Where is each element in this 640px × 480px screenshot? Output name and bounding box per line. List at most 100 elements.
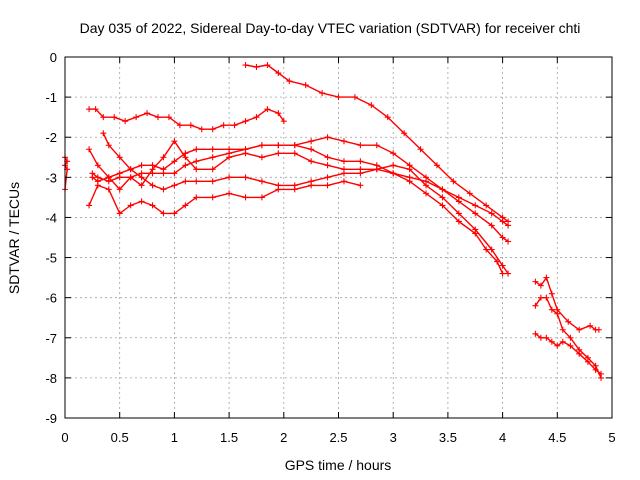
data-point-marker bbox=[455, 198, 462, 205]
data-point-marker bbox=[226, 190, 233, 197]
data-point-marker bbox=[127, 166, 134, 173]
data-point-marker bbox=[242, 118, 249, 125]
data-point-marker bbox=[187, 122, 194, 129]
series-track-h bbox=[62, 154, 71, 193]
data-point-marker bbox=[340, 178, 347, 185]
data-point-marker bbox=[565, 318, 572, 325]
data-point-marker bbox=[439, 194, 446, 201]
y-tick-label: -3 bbox=[45, 170, 57, 185]
y-tick-label: -7 bbox=[45, 331, 57, 346]
data-point-marker bbox=[111, 114, 118, 121]
data-point-marker bbox=[567, 342, 574, 349]
data-point-marker bbox=[390, 162, 397, 169]
data-point-marker bbox=[466, 190, 473, 197]
data-point-marker bbox=[324, 154, 331, 161]
data-point-marker bbox=[576, 326, 583, 333]
data-point-marker bbox=[532, 330, 539, 337]
data-point-marker bbox=[242, 150, 249, 157]
data-point-marker bbox=[171, 210, 178, 217]
data-point-marker bbox=[138, 182, 145, 189]
y-tick-label: -4 bbox=[45, 210, 57, 225]
data-point-marker bbox=[584, 358, 591, 365]
data-point-marker bbox=[86, 146, 93, 153]
data-point-marker bbox=[455, 210, 462, 217]
data-point-marker bbox=[324, 174, 331, 181]
data-point-marker bbox=[324, 162, 331, 169]
data-point-marker bbox=[176, 122, 183, 129]
data-point-marker bbox=[138, 174, 145, 181]
data-point-marker bbox=[308, 158, 315, 165]
axis-ticks: 0 0.5 1 1.5 2 2.5 3 3.5 4 4.5 5 0 -1 -2 -3 -4 -5 -6 -7 -8 -9 bbox=[45, 50, 615, 445]
data-point-marker bbox=[406, 178, 413, 185]
data-point-marker bbox=[116, 154, 123, 161]
data-point-marker bbox=[165, 114, 172, 121]
x-tick-label: 1 bbox=[171, 430, 178, 445]
data-point-marker bbox=[122, 118, 129, 125]
series-track-e bbox=[86, 138, 512, 277]
data-point-marker bbox=[483, 202, 490, 209]
series-line bbox=[102, 132, 504, 275]
chart-title: Day 035 of 2022, Sidereal Day-to-day VTE… bbox=[80, 20, 581, 36]
data-point-marker bbox=[264, 106, 271, 113]
series-track-g bbox=[86, 178, 364, 217]
data-point-marker bbox=[439, 186, 446, 193]
series-track-i bbox=[532, 274, 602, 333]
data-point-marker bbox=[193, 166, 200, 173]
data-point-marker bbox=[160, 210, 167, 217]
y-tick-label: -5 bbox=[45, 251, 57, 266]
x-tick-label: 4.5 bbox=[548, 430, 566, 445]
data-point-marker bbox=[253, 114, 260, 121]
data-point-marker bbox=[302, 82, 309, 89]
data-point-marker bbox=[193, 194, 200, 201]
data-point-marker bbox=[220, 122, 227, 129]
data-point-marker bbox=[390, 170, 397, 177]
data-point-marker bbox=[592, 366, 599, 373]
data-point-marker bbox=[324, 182, 331, 189]
data-point-marker bbox=[567, 334, 574, 341]
data-point-marker bbox=[308, 182, 315, 189]
data-point-marker bbox=[182, 162, 189, 169]
data-point-marker bbox=[149, 166, 156, 173]
data-point-marker bbox=[499, 218, 506, 225]
series-line bbox=[534, 276, 600, 331]
series-track-k bbox=[532, 330, 605, 377]
data-point-marker bbox=[100, 130, 107, 137]
data-point-marker bbox=[149, 182, 156, 189]
data-point-marker bbox=[160, 154, 167, 161]
data-point-marker bbox=[455, 218, 462, 225]
x-tick-label: 5 bbox=[608, 430, 615, 445]
data-point-marker bbox=[308, 138, 315, 145]
grid bbox=[65, 57, 612, 418]
data-point-marker bbox=[598, 370, 605, 377]
data-point-marker bbox=[127, 174, 134, 181]
data-point-marker bbox=[275, 150, 282, 157]
data-point-marker bbox=[548, 338, 555, 345]
x-tick-label: 4 bbox=[499, 430, 506, 445]
data-point-marker bbox=[209, 194, 216, 201]
data-point-marker bbox=[532, 278, 539, 285]
data-point-marker bbox=[499, 234, 506, 241]
y-tick-label: -2 bbox=[45, 130, 57, 145]
data-point-marker bbox=[554, 342, 561, 349]
data-point-marker bbox=[94, 182, 101, 189]
data-point-marker bbox=[258, 142, 265, 149]
y-axis-title: SDTVAR / TECUs bbox=[6, 182, 22, 294]
data-point-marker bbox=[86, 106, 93, 113]
data-point-marker bbox=[537, 282, 544, 289]
data-point-marker bbox=[450, 178, 457, 185]
data-point-marker bbox=[472, 210, 479, 217]
series-track-b bbox=[86, 106, 287, 133]
data-point-marker bbox=[291, 186, 298, 193]
data-point-marker bbox=[116, 210, 123, 217]
y-tick-label: 0 bbox=[50, 50, 57, 65]
data-point-marker bbox=[576, 350, 583, 357]
data-point-marker bbox=[559, 326, 566, 333]
data-point-marker bbox=[532, 302, 539, 309]
y-tick-label: -1 bbox=[45, 90, 57, 105]
data-point-marker bbox=[209, 126, 216, 133]
x-tick-label: 3 bbox=[390, 430, 397, 445]
data-point-marker bbox=[226, 154, 233, 161]
data-point-marker bbox=[209, 166, 216, 173]
data-point-marker bbox=[319, 90, 326, 97]
